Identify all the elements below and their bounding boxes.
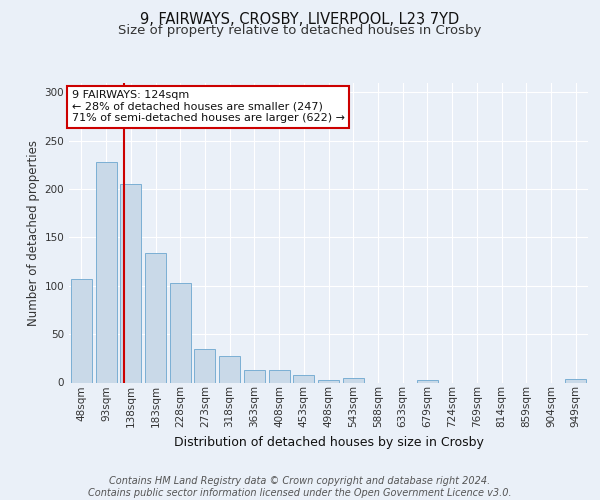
Bar bbox=[194, 348, 215, 382]
Bar bbox=[293, 375, 314, 382]
Bar bbox=[170, 283, 191, 382]
Bar bbox=[145, 253, 166, 382]
Text: 9 FAIRWAYS: 124sqm
← 28% of detached houses are smaller (247)
71% of semi-detach: 9 FAIRWAYS: 124sqm ← 28% of detached hou… bbox=[71, 90, 344, 123]
Text: 9, FAIRWAYS, CROSBY, LIVERPOOL, L23 7YD: 9, FAIRWAYS, CROSBY, LIVERPOOL, L23 7YD bbox=[140, 12, 460, 28]
Bar bbox=[71, 279, 92, 382]
Bar bbox=[343, 378, 364, 382]
Bar bbox=[318, 380, 339, 382]
Bar bbox=[565, 378, 586, 382]
Bar bbox=[95, 162, 116, 382]
Text: Size of property relative to detached houses in Crosby: Size of property relative to detached ho… bbox=[118, 24, 482, 37]
Bar bbox=[120, 184, 141, 382]
Bar bbox=[269, 370, 290, 382]
Y-axis label: Number of detached properties: Number of detached properties bbox=[27, 140, 40, 326]
Bar bbox=[219, 356, 240, 382]
Bar bbox=[417, 380, 438, 382]
Bar bbox=[244, 370, 265, 382]
Text: Contains HM Land Registry data © Crown copyright and database right 2024.
Contai: Contains HM Land Registry data © Crown c… bbox=[88, 476, 512, 498]
X-axis label: Distribution of detached houses by size in Crosby: Distribution of detached houses by size … bbox=[173, 436, 484, 448]
